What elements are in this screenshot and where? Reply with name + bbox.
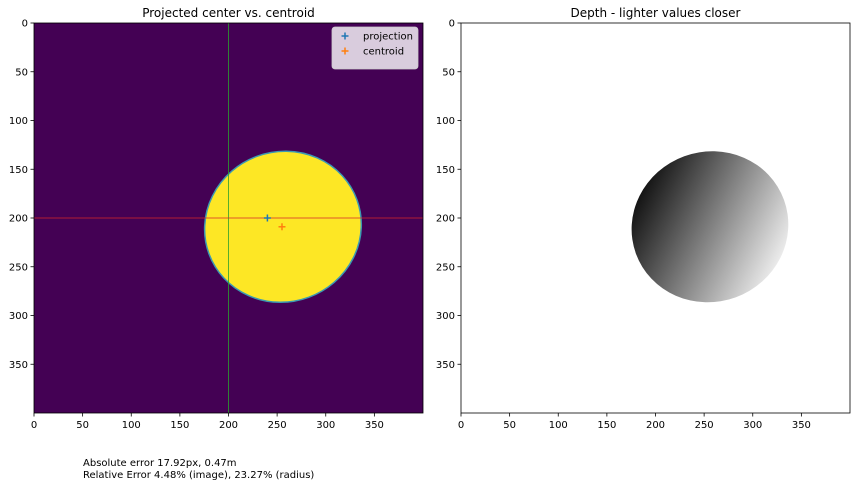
- y-tick-label: 250: [9, 262, 28, 273]
- x-tick-label: 350: [792, 420, 811, 431]
- x-tick-label: 50: [76, 420, 89, 431]
- y-tick-label: 250: [436, 262, 455, 273]
- projection-marker: [263, 214, 271, 222]
- legend-item-projection: projection: [341, 32, 413, 43]
- y-tick-label: 50: [15, 67, 28, 78]
- x-tick-label: 50: [503, 420, 516, 431]
- legend-item-centroid: centroid: [341, 47, 404, 58]
- y-tick-label: 200: [436, 214, 455, 225]
- y-tick-label: 100: [9, 116, 28, 127]
- depth-object: [631, 151, 789, 303]
- y-tick-label: 150: [436, 165, 455, 176]
- projection-panel: Projected center vs. centroid 0 50 100 150 20…: [9, 6, 424, 431]
- y-tick-label: 0: [449, 19, 455, 30]
- x-tick-label: 0: [31, 420, 37, 431]
- plot-area: [631, 151, 789, 303]
- x-tick-label: 250: [695, 420, 714, 431]
- x-tick-label: 100: [549, 420, 568, 431]
- chart-title: Projected center vs. centroid: [142, 6, 315, 20]
- y-tick-label: 300: [436, 311, 455, 322]
- relative-error-text: Relative Error 4.48% (image), 23.27% (ra…: [83, 470, 315, 481]
- y-tick-label: 100: [436, 116, 455, 127]
- y-tick-label: 350: [436, 360, 455, 371]
- x-tick-label: 200: [646, 420, 665, 431]
- absolute-error-text: Absolute error 17.92px, 0.47m: [83, 458, 237, 469]
- x-tick-label: 300: [743, 420, 762, 431]
- x-tick-label: 0: [458, 420, 464, 431]
- depth-panel: Depth - lighter values closer 0 50 100 150 20…: [436, 6, 851, 431]
- x-tick-label: 200: [219, 420, 238, 431]
- legend-box: [331, 26, 419, 70]
- centroid-marker: [278, 223, 286, 231]
- x-tick-label: 150: [597, 420, 616, 431]
- x-tick-label: 350: [365, 420, 384, 431]
- legend-label: centroid: [363, 47, 404, 58]
- y-tick-label: 0: [22, 19, 28, 30]
- y-tick-label: 350: [9, 360, 28, 371]
- y-tick-label: 200: [9, 214, 28, 225]
- legend-label: projection: [363, 32, 413, 43]
- y-tick-label: 300: [9, 311, 28, 322]
- x-tick-label: 100: [122, 420, 141, 431]
- x-tick-label: 250: [268, 420, 287, 431]
- chart-title: Depth - lighter values closer: [571, 6, 741, 20]
- x-tick-label: 150: [170, 420, 189, 431]
- y-tick-label: 150: [9, 165, 28, 176]
- legend: projection centroid: [331, 26, 419, 70]
- y-tick-label: 50: [442, 67, 455, 78]
- plot-area: [34, 23, 423, 413]
- x-tick-label: 300: [316, 420, 335, 431]
